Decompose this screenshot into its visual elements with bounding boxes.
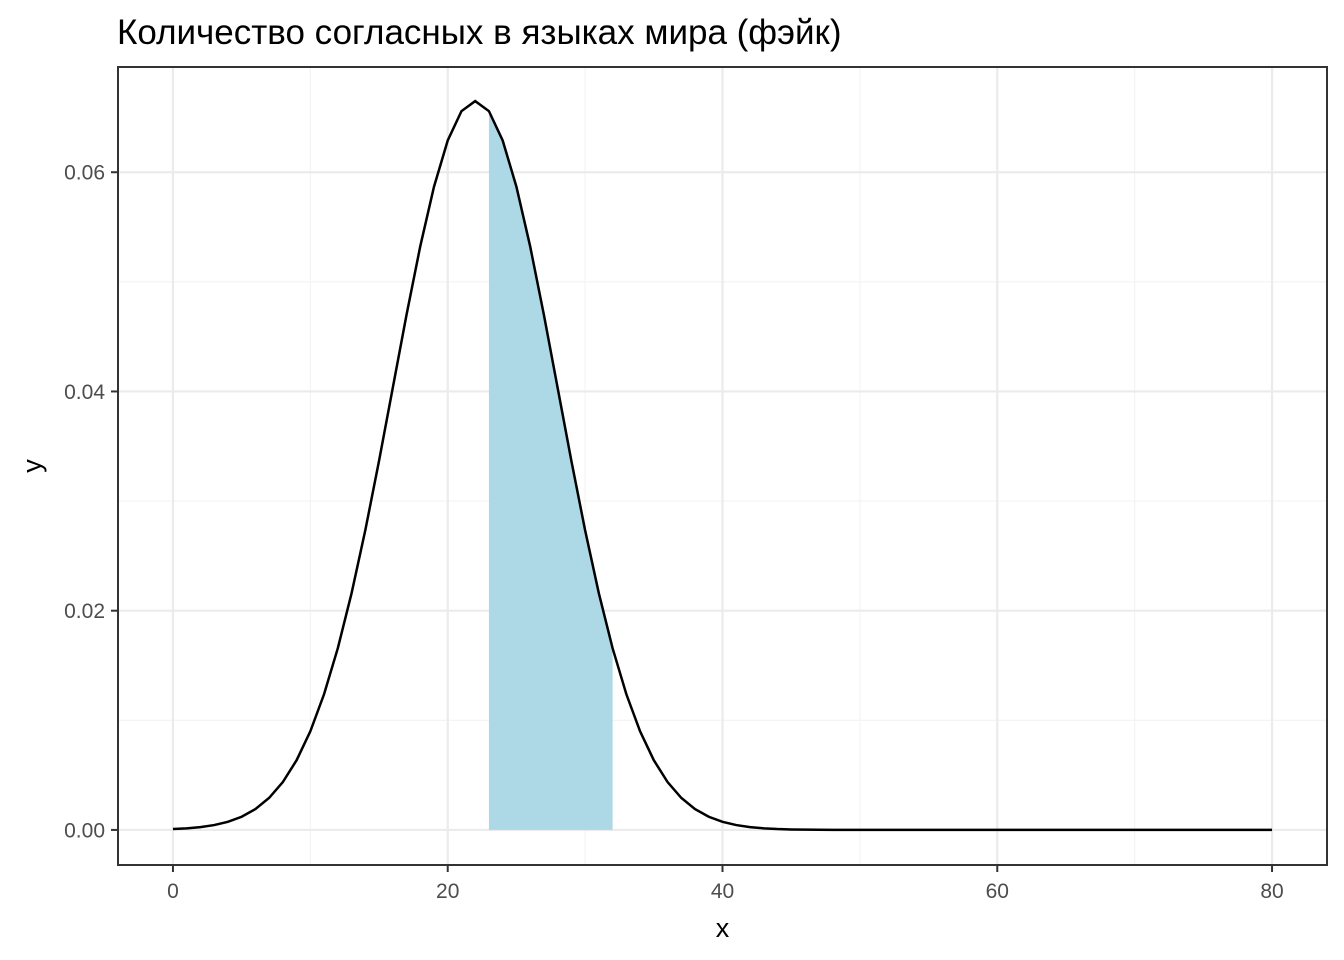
density-curve-layer <box>172 99 1273 832</box>
y-tick-label: 0.06 <box>64 162 105 185</box>
x-axis: 0 20 40 60 80 <box>167 865 1284 903</box>
shaded-area <box>488 111 613 830</box>
x-tick-label: 20 <box>436 880 459 903</box>
x-tick-label: 60 <box>986 880 1009 903</box>
shaded-region-layer <box>488 111 613 830</box>
y-tick-label: 0.00 <box>64 819 105 842</box>
y-axis-title: y <box>17 459 47 473</box>
major-gridlines <box>118 67 1327 865</box>
y-tick-label: 0.04 <box>64 381 105 404</box>
x-axis-title: x <box>716 913 730 943</box>
y-axis: 0.00 0.02 0.04 0.06 <box>64 162 118 842</box>
chart-title: Количество согласных в языках мира (фэйк… <box>117 13 841 52</box>
x-tick-label: 80 <box>1260 880 1283 903</box>
density-curve-line <box>172 99 1273 832</box>
x-tick-label: 0 <box>167 880 179 903</box>
x-tick-label: 40 <box>711 880 734 903</box>
y-tick-label: 0.02 <box>64 600 105 623</box>
